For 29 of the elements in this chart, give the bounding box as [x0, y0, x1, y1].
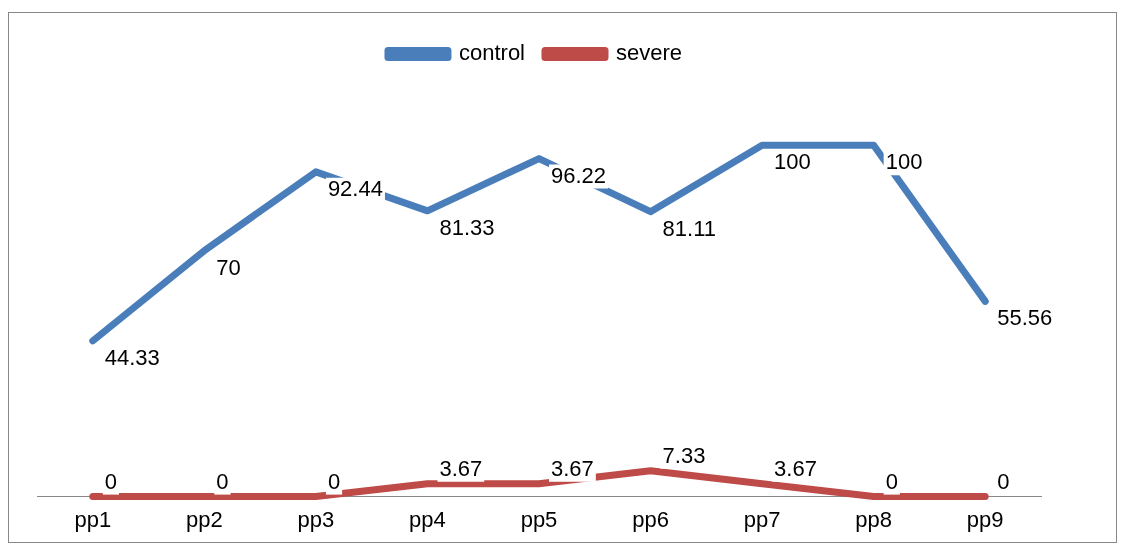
x-tick-label: pp4	[409, 506, 446, 532]
x-tick-label: pp3	[297, 506, 335, 532]
data-label: 3.67	[439, 455, 483, 481]
data-label: 7.33	[662, 442, 706, 468]
data-label: 96.22	[551, 162, 607, 188]
data-label: 0	[327, 468, 341, 494]
data-label: 81.11	[662, 215, 716, 241]
data-label: 0	[997, 468, 1010, 494]
data-label: 0	[885, 468, 898, 494]
data-label: 70	[216, 254, 241, 280]
data-label: 0	[104, 468, 118, 494]
x-tick-label: pp8	[855, 506, 893, 532]
x-tick-label: pp5	[520, 506, 558, 532]
x-tick-label: pp7	[743, 506, 781, 532]
data-label: 100	[885, 149, 923, 175]
data-label: 92.44	[327, 175, 383, 201]
data-label: 44.33	[104, 344, 160, 370]
x-tick-label: pp6	[632, 506, 669, 532]
x-tick-label: pp9	[966, 506, 1004, 532]
data-label: 81.33	[439, 214, 495, 240]
x-tick-label: pp2	[185, 506, 223, 532]
x-tick-label: pp1	[74, 506, 112, 532]
data-label: 0	[216, 468, 229, 494]
data-label: 3.67	[774, 455, 817, 481]
legend-label: control	[458, 40, 526, 66]
data-label: 100	[774, 149, 811, 175]
legend-label: severe	[616, 40, 683, 66]
data-label: 3.67	[551, 455, 594, 481]
data-label: 55.56	[997, 305, 1053, 331]
